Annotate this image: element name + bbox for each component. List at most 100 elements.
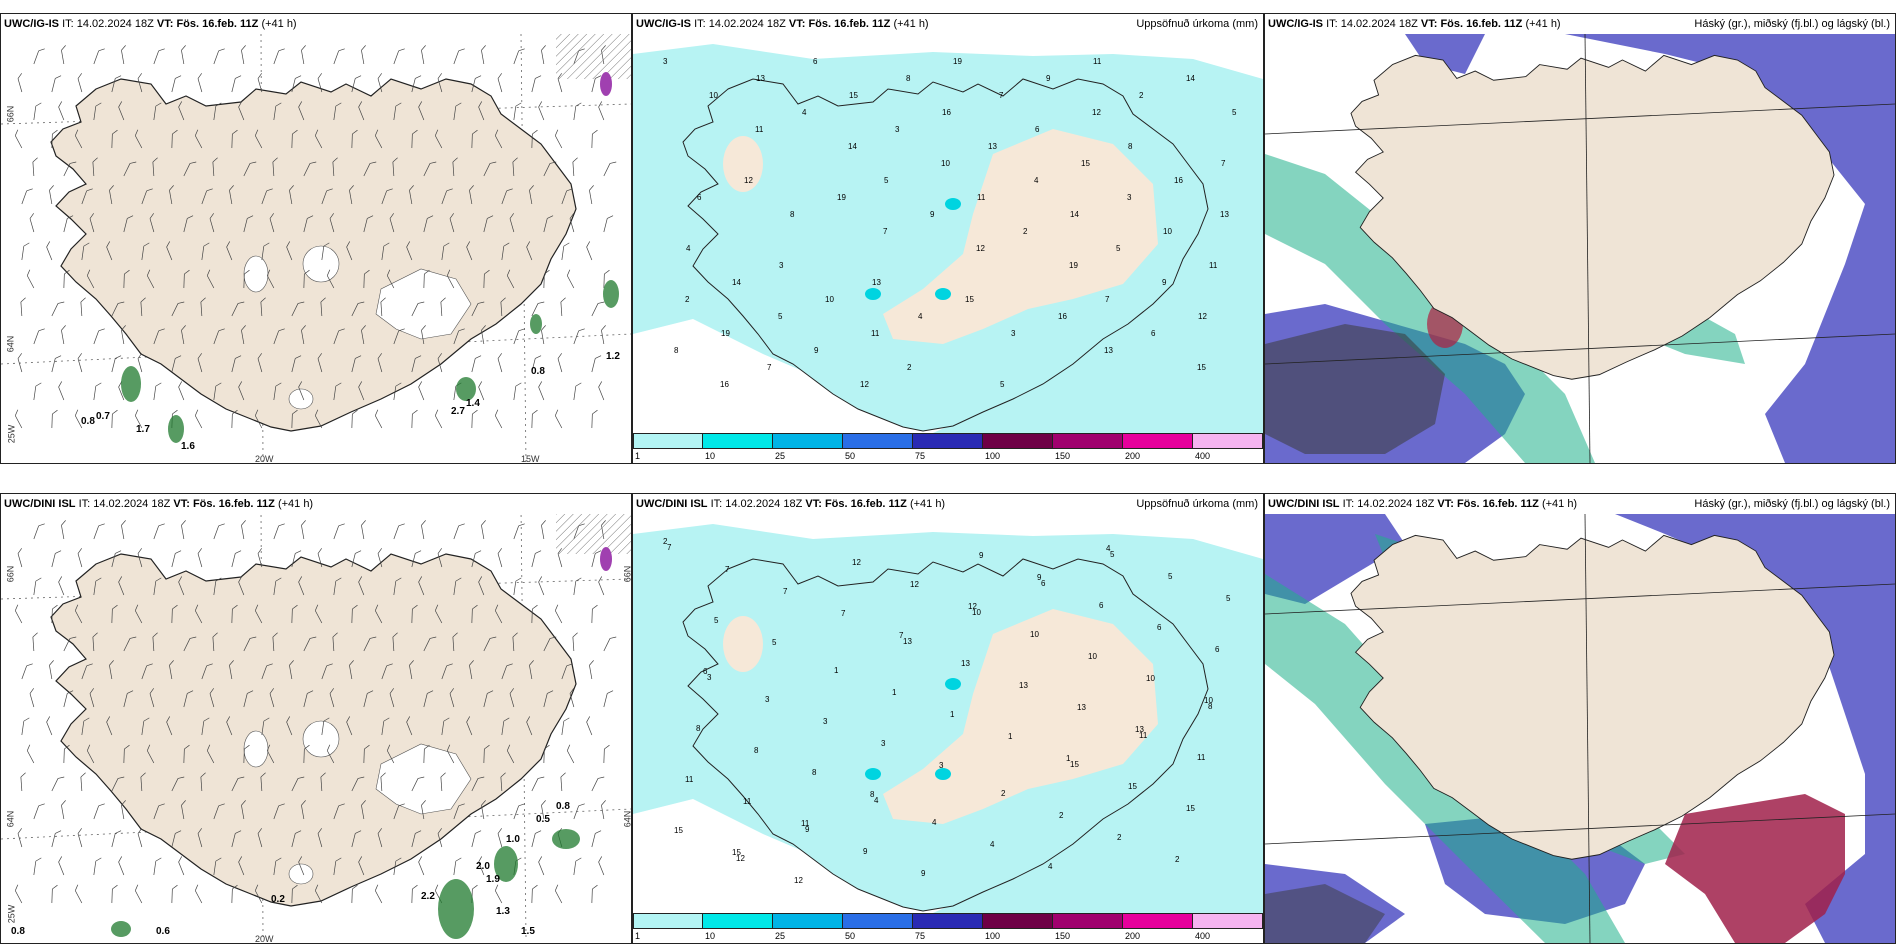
- colorbar-segment: [703, 433, 773, 449]
- wind-map: 0.80.71.71.62.71.40.81.20.9: [1, 34, 631, 463]
- wind-value-label: 2.7: [451, 406, 465, 417]
- wind-value-label: 0.6: [156, 926, 170, 937]
- lat-label: 64N: [5, 810, 16, 828]
- panel-header: UWC/DINI ISL IT: 14.02.2024 18Z VT: Fös.…: [633, 494, 1263, 514]
- precip-value-label: 7: [783, 587, 788, 596]
- precip-value-label: 15: [1081, 159, 1090, 168]
- model-name: UWC/DINI ISL: [4, 498, 76, 510]
- colorbar-segment: [913, 913, 983, 929]
- colorbar-segment: [633, 913, 703, 929]
- precip-value-label: 7: [1221, 159, 1226, 168]
- precip-value-label: 7: [667, 543, 672, 552]
- panel-title: Uppsöfnuð úrkoma (mm): [1136, 498, 1258, 510]
- it-label: IT:: [1326, 18, 1338, 30]
- precip-value-label: 14: [732, 278, 741, 287]
- precip-value-label: 2: [1023, 227, 1028, 236]
- precip-value-label: 9: [930, 210, 935, 219]
- precip-value-label: 14: [1070, 210, 1079, 219]
- colorbar-tick-label: 75: [915, 451, 926, 461]
- vt-label: VT:: [1420, 18, 1438, 30]
- model-name: UWC/DINI ISL: [1268, 498, 1340, 510]
- precip-value-label: 15: [674, 826, 683, 835]
- vt-label: VT:: [788, 18, 806, 30]
- precip-value-label: 12: [744, 176, 753, 185]
- precip-value-label: 11: [685, 775, 694, 784]
- precip-value-label: 10: [709, 91, 718, 100]
- vt-value: Fös. 16.feb. 11Z: [192, 498, 275, 510]
- precip-value-label: 19: [721, 329, 730, 338]
- colorbar-tick-label: 50: [845, 451, 856, 461]
- precip-value-label: 10: [941, 159, 950, 168]
- precip-value-label: 14: [1186, 74, 1195, 83]
- it-label: IT:: [1342, 498, 1355, 510]
- precip-value-label: 8: [870, 790, 875, 799]
- precip-value-label: 16: [720, 380, 729, 389]
- precip-value-label: 10: [1146, 674, 1155, 683]
- colorbar-segment: [773, 433, 843, 449]
- precip-value-label: 10: [1204, 696, 1213, 705]
- lead-time: (+41 h): [909, 498, 946, 510]
- wind-value-label: 0.8: [556, 801, 570, 812]
- colorbar-tick-label: 25: [775, 931, 786, 941]
- precip-value-label: 14: [848, 142, 857, 151]
- precip-value-label: 12: [1092, 108, 1101, 117]
- precip-value-label: 4: [1034, 176, 1039, 185]
- precip-value-label: 6: [1215, 645, 1220, 654]
- lead-time: (+41 h): [1525, 18, 1561, 30]
- precip-value-label: 2: [1175, 855, 1180, 864]
- precip-value-label: 8: [812, 768, 817, 777]
- it-label: IT:: [62, 18, 74, 30]
- colorbar-segment: [983, 433, 1053, 449]
- precip-value-label: 4: [990, 840, 995, 849]
- precip-value-label: 11: [1093, 57, 1102, 66]
- precip-value-label: 16: [1174, 176, 1183, 185]
- wind-value-label: 2.2: [421, 891, 435, 902]
- colorbar-tick-label: 400: [1195, 931, 1211, 941]
- colorbar-frame: [633, 433, 1263, 449]
- colorbar-tick-label: 100: [985, 451, 1001, 461]
- precip-value-label: 10: [972, 608, 981, 617]
- precip-value-label: 9: [979, 551, 984, 560]
- colorbar-tick-label: 1: [635, 451, 641, 461]
- lon-label: 20W: [255, 454, 274, 464]
- precip-value-label: 19: [837, 193, 846, 202]
- precip-value-label: 5: [1110, 550, 1115, 559]
- precip-value-label: 15: [1197, 363, 1206, 372]
- precip-value-label: 12: [968, 602, 977, 611]
- precip-value-label: 10: [1030, 630, 1039, 639]
- wind-value-label: 2.0: [476, 861, 490, 872]
- precip-value-label: 13: [872, 278, 881, 287]
- precip-value-label: 11: [1197, 753, 1206, 762]
- colorbar-segment: [1053, 913, 1123, 929]
- wind-value-label: 1.6: [181, 441, 195, 452]
- precip-value-label: 2: [907, 363, 912, 372]
- panel-title: Háský (gr.), miðský (fj.bl.) og lágský (…: [1694, 498, 1890, 510]
- colorbar-segment: [843, 913, 913, 929]
- colorbar-segment: [633, 433, 703, 449]
- precip-value-label: 5: [1168, 572, 1173, 581]
- precip-value-label: 4: [918, 312, 923, 321]
- precip-value-label: 6: [1151, 329, 1156, 338]
- vt-value: Fös. 16.feb. 11Z: [1440, 18, 1523, 30]
- vt-value: Fös. 16.feb. 11Z: [1456, 498, 1539, 510]
- precip-value-label: 13: [961, 659, 970, 668]
- precip-value-label: 5: [1232, 108, 1237, 117]
- model-name: UWC/IG-IS: [636, 18, 691, 30]
- it-value: 14.02.2024 18Z: [76, 18, 154, 30]
- lat-label: 25W: [6, 904, 17, 924]
- precip-value-label: 2: [663, 537, 668, 546]
- precip-value-label: 3: [779, 261, 784, 270]
- precip-value-label: 5: [772, 638, 777, 647]
- precip-value-label: 7: [1105, 295, 1110, 304]
- vt-label: VT:: [805, 498, 822, 510]
- precip-value-label: 1: [892, 688, 897, 697]
- it-value: 14.02.2024 18Z: [708, 18, 786, 30]
- panel-r1-precip: UWC/IG-IS IT: 14.02.2024 18Z VT: Fös. 16…: [632, 13, 1264, 464]
- cloud-map: [1265, 34, 1895, 463]
- precip-value-label: 4: [874, 796, 879, 805]
- precip-colorbar: 1 10 25 50 75 100 150 200 400: [633, 433, 1263, 463]
- precip-value-label: 8: [1128, 142, 1133, 151]
- colorbar-tick-label: 25: [775, 451, 786, 461]
- model-name: UWC/IG-IS: [4, 18, 59, 30]
- colorbar-tick-label: 10: [705, 931, 716, 941]
